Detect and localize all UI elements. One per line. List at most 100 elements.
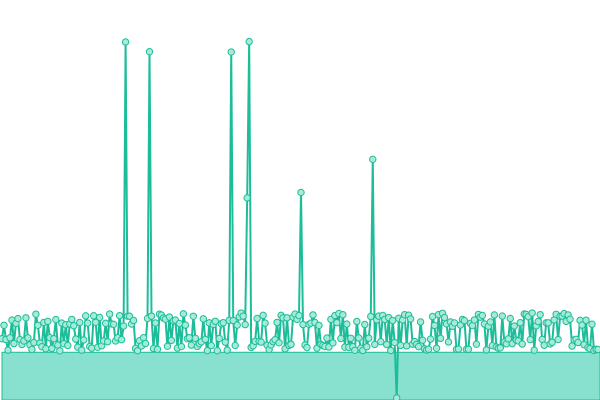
data-point bbox=[215, 334, 223, 343]
data-point bbox=[343, 320, 351, 328]
data-point bbox=[444, 338, 453, 346]
data-point bbox=[504, 335, 512, 343]
data-point bbox=[6, 334, 14, 342]
data-point bbox=[68, 315, 76, 324]
data-point bbox=[78, 346, 86, 354]
data-point bbox=[189, 312, 198, 320]
data-point bbox=[261, 319, 269, 327]
data-point bbox=[177, 342, 186, 351]
data-point bbox=[470, 316, 479, 324]
data-point bbox=[486, 318, 495, 326]
data-point bbox=[303, 343, 311, 352]
data-point bbox=[498, 312, 507, 320]
data-point bbox=[454, 345, 463, 353]
point-layer bbox=[0, 37, 600, 400]
data-point bbox=[416, 318, 425, 326]
data-point bbox=[241, 320, 249, 329]
data-point bbox=[582, 316, 590, 324]
data-point bbox=[88, 344, 96, 352]
data-point bbox=[141, 339, 150, 348]
area-fill bbox=[1, 351, 600, 400]
data-point bbox=[568, 342, 576, 350]
data-point bbox=[339, 311, 347, 319]
data-point bbox=[211, 317, 219, 325]
data-point bbox=[253, 314, 261, 323]
data-point bbox=[151, 319, 160, 327]
data-point bbox=[528, 309, 536, 317]
data-point bbox=[315, 321, 323, 330]
data-point bbox=[353, 317, 361, 326]
data-point bbox=[89, 312, 98, 320]
data-point bbox=[333, 318, 341, 327]
data-point bbox=[428, 312, 437, 321]
data-point bbox=[64, 341, 72, 350]
data-point bbox=[355, 334, 363, 342]
data-point bbox=[227, 48, 235, 56]
data-point bbox=[510, 322, 518, 330]
data-point bbox=[526, 335, 534, 344]
data-point bbox=[24, 334, 32, 342]
data-point bbox=[478, 311, 487, 320]
data-point bbox=[496, 344, 505, 352]
data-point bbox=[163, 342, 172, 350]
data-point bbox=[554, 335, 562, 344]
data-point bbox=[275, 339, 283, 347]
data-point bbox=[436, 334, 445, 343]
data-point bbox=[490, 311, 499, 319]
data-point bbox=[84, 319, 92, 327]
data-point bbox=[56, 347, 64, 355]
data-point bbox=[578, 321, 586, 329]
data-point bbox=[390, 338, 399, 347]
data-point bbox=[363, 343, 371, 351]
data-point bbox=[50, 334, 58, 343]
data-point bbox=[153, 345, 162, 353]
data-point bbox=[105, 310, 114, 318]
data-point bbox=[472, 340, 481, 348]
data-point bbox=[287, 340, 295, 349]
data-point bbox=[309, 311, 317, 319]
data-point bbox=[418, 336, 427, 344]
data-point bbox=[540, 341, 548, 349]
data-point bbox=[14, 314, 22, 323]
data-point bbox=[516, 319, 524, 327]
data-point bbox=[594, 345, 600, 354]
data-point bbox=[44, 317, 52, 326]
data-point bbox=[233, 321, 241, 329]
data-point bbox=[103, 338, 112, 346]
data-point bbox=[76, 318, 84, 327]
data-point bbox=[52, 315, 60, 324]
data-point bbox=[297, 188, 305, 197]
data-point bbox=[245, 37, 253, 46]
data-point bbox=[229, 316, 237, 325]
data-point bbox=[115, 311, 124, 320]
data-point bbox=[119, 322, 128, 330]
data-point bbox=[4, 346, 12, 354]
data-point bbox=[392, 394, 401, 400]
data-point bbox=[426, 335, 435, 343]
data-point bbox=[201, 335, 210, 344]
data-point bbox=[414, 342, 423, 351]
data-point bbox=[203, 346, 212, 355]
data-point bbox=[259, 311, 267, 320]
data-point bbox=[367, 312, 375, 321]
data-point bbox=[351, 346, 359, 354]
data-point bbox=[371, 340, 379, 349]
data-point bbox=[402, 342, 411, 350]
data-point bbox=[10, 339, 18, 348]
data-point bbox=[432, 344, 441, 352]
data-point bbox=[506, 314, 514, 323]
data-point bbox=[588, 320, 596, 328]
data-point bbox=[117, 335, 126, 344]
data-point bbox=[388, 316, 397, 325]
data-point bbox=[181, 321, 190, 329]
data-point bbox=[191, 334, 200, 343]
data-point bbox=[257, 338, 265, 346]
data-point bbox=[70, 322, 78, 330]
data-point bbox=[424, 345, 433, 353]
data-point bbox=[80, 336, 88, 344]
data-point bbox=[185, 334, 194, 342]
data-point bbox=[574, 338, 582, 347]
data-point bbox=[223, 346, 231, 354]
data-point bbox=[273, 318, 281, 327]
